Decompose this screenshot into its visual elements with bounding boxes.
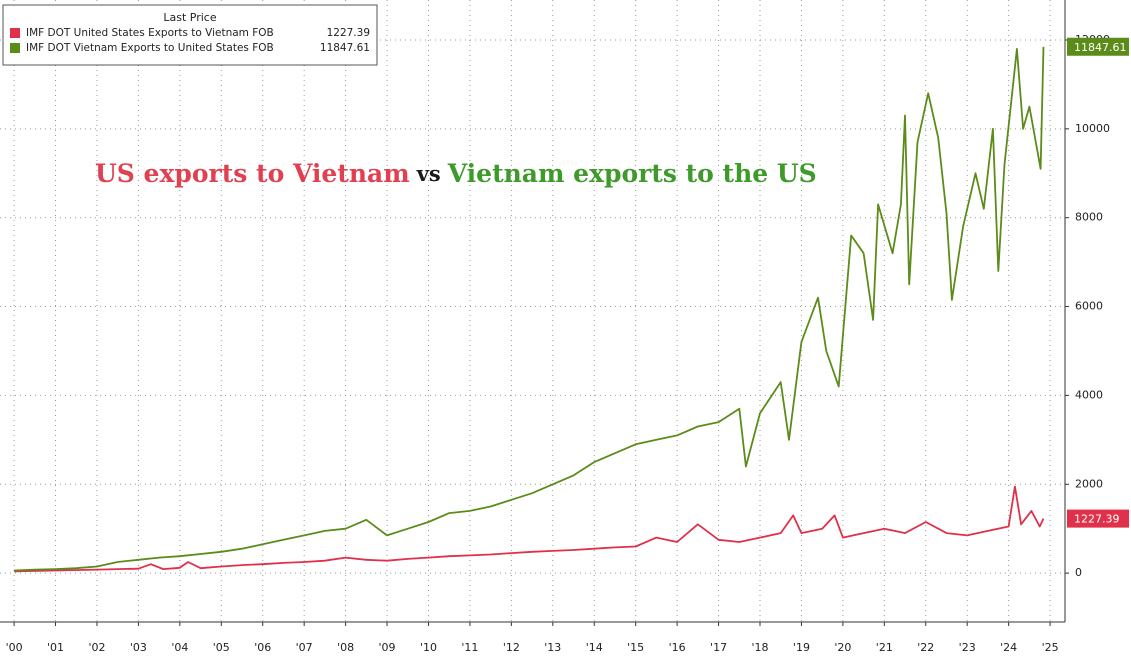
x-tick-label: '25	[1042, 641, 1059, 654]
x-tick-label: '14	[586, 641, 603, 654]
annotation: US exports to Vietnam vs Vietnam exports t…	[95, 159, 817, 188]
x-tick-label: '10	[420, 641, 437, 654]
legend-value: 1227.39	[327, 27, 370, 39]
series-line	[14, 485, 1045, 573]
x-tick-label: '20	[834, 641, 851, 654]
y-tick-label: 4000	[1075, 388, 1103, 401]
last-value-tag	[1067, 37, 1129, 56]
y-tick-label: 8000	[1075, 211, 1103, 224]
legend-value: 11847.61	[320, 42, 370, 54]
x-tick-label: '15	[627, 641, 644, 654]
legend-swatch	[10, 43, 20, 53]
grid	[0, 0, 1065, 622]
x-tick-label: '13	[544, 641, 561, 654]
annotation-part: Vietnam exports to the US	[447, 159, 817, 188]
legend-box	[2, 4, 378, 66]
plot	[14, 46, 1045, 573]
x-tick-label: '16	[669, 641, 686, 654]
x-tick-label: '03	[130, 641, 147, 654]
x-tick-label: '01	[47, 641, 64, 654]
x-tick-label: '11	[461, 641, 478, 654]
legend-label: IMF DOT United States Exports to Vietnam…	[26, 27, 274, 39]
legend-swatch	[10, 28, 20, 38]
y-tick-label: 10000	[1075, 122, 1110, 135]
x-tick-label: '18	[751, 641, 768, 654]
legend-label: IMF DOT Vietnam Exports to United States…	[26, 42, 274, 54]
series-line	[14, 46, 1045, 572]
x-tick-label: '12	[503, 641, 520, 654]
x-tick-label: '05	[213, 641, 230, 654]
x-tick-label: '21	[876, 641, 893, 654]
legend-title: Last Price	[163, 11, 216, 24]
x-tick-label: '24	[1000, 641, 1017, 654]
annotation-part: vs	[416, 161, 441, 186]
x-tick-label: '23	[959, 641, 976, 654]
x-tick-label: '17	[710, 641, 727, 654]
x-tick-label: '06	[254, 641, 271, 654]
last-value-tag	[1067, 509, 1129, 528]
last-value-label: 1227.39	[1074, 513, 1120, 526]
x-tick-label: '19	[793, 641, 810, 654]
x-tick-label: '09	[379, 641, 396, 654]
x-tick-label: '00	[6, 641, 23, 654]
legend: Last Price IMF DOT United States Exports…	[2, 4, 378, 66]
x-tick-label: '02	[88, 641, 105, 654]
x-tick-label: '08	[337, 641, 354, 654]
y-tick-label: 6000	[1075, 300, 1103, 313]
y-tick-label: 0	[1075, 566, 1082, 579]
last-value-label: 11847.61	[1074, 41, 1127, 54]
x-tick-label: '04	[171, 641, 188, 654]
x-tick-label: '22	[917, 641, 934, 654]
y-tick-label: 2000	[1075, 477, 1103, 490]
annotation-part: US exports to Vietnam	[95, 159, 410, 188]
x-tick-label: '07	[296, 641, 313, 654]
